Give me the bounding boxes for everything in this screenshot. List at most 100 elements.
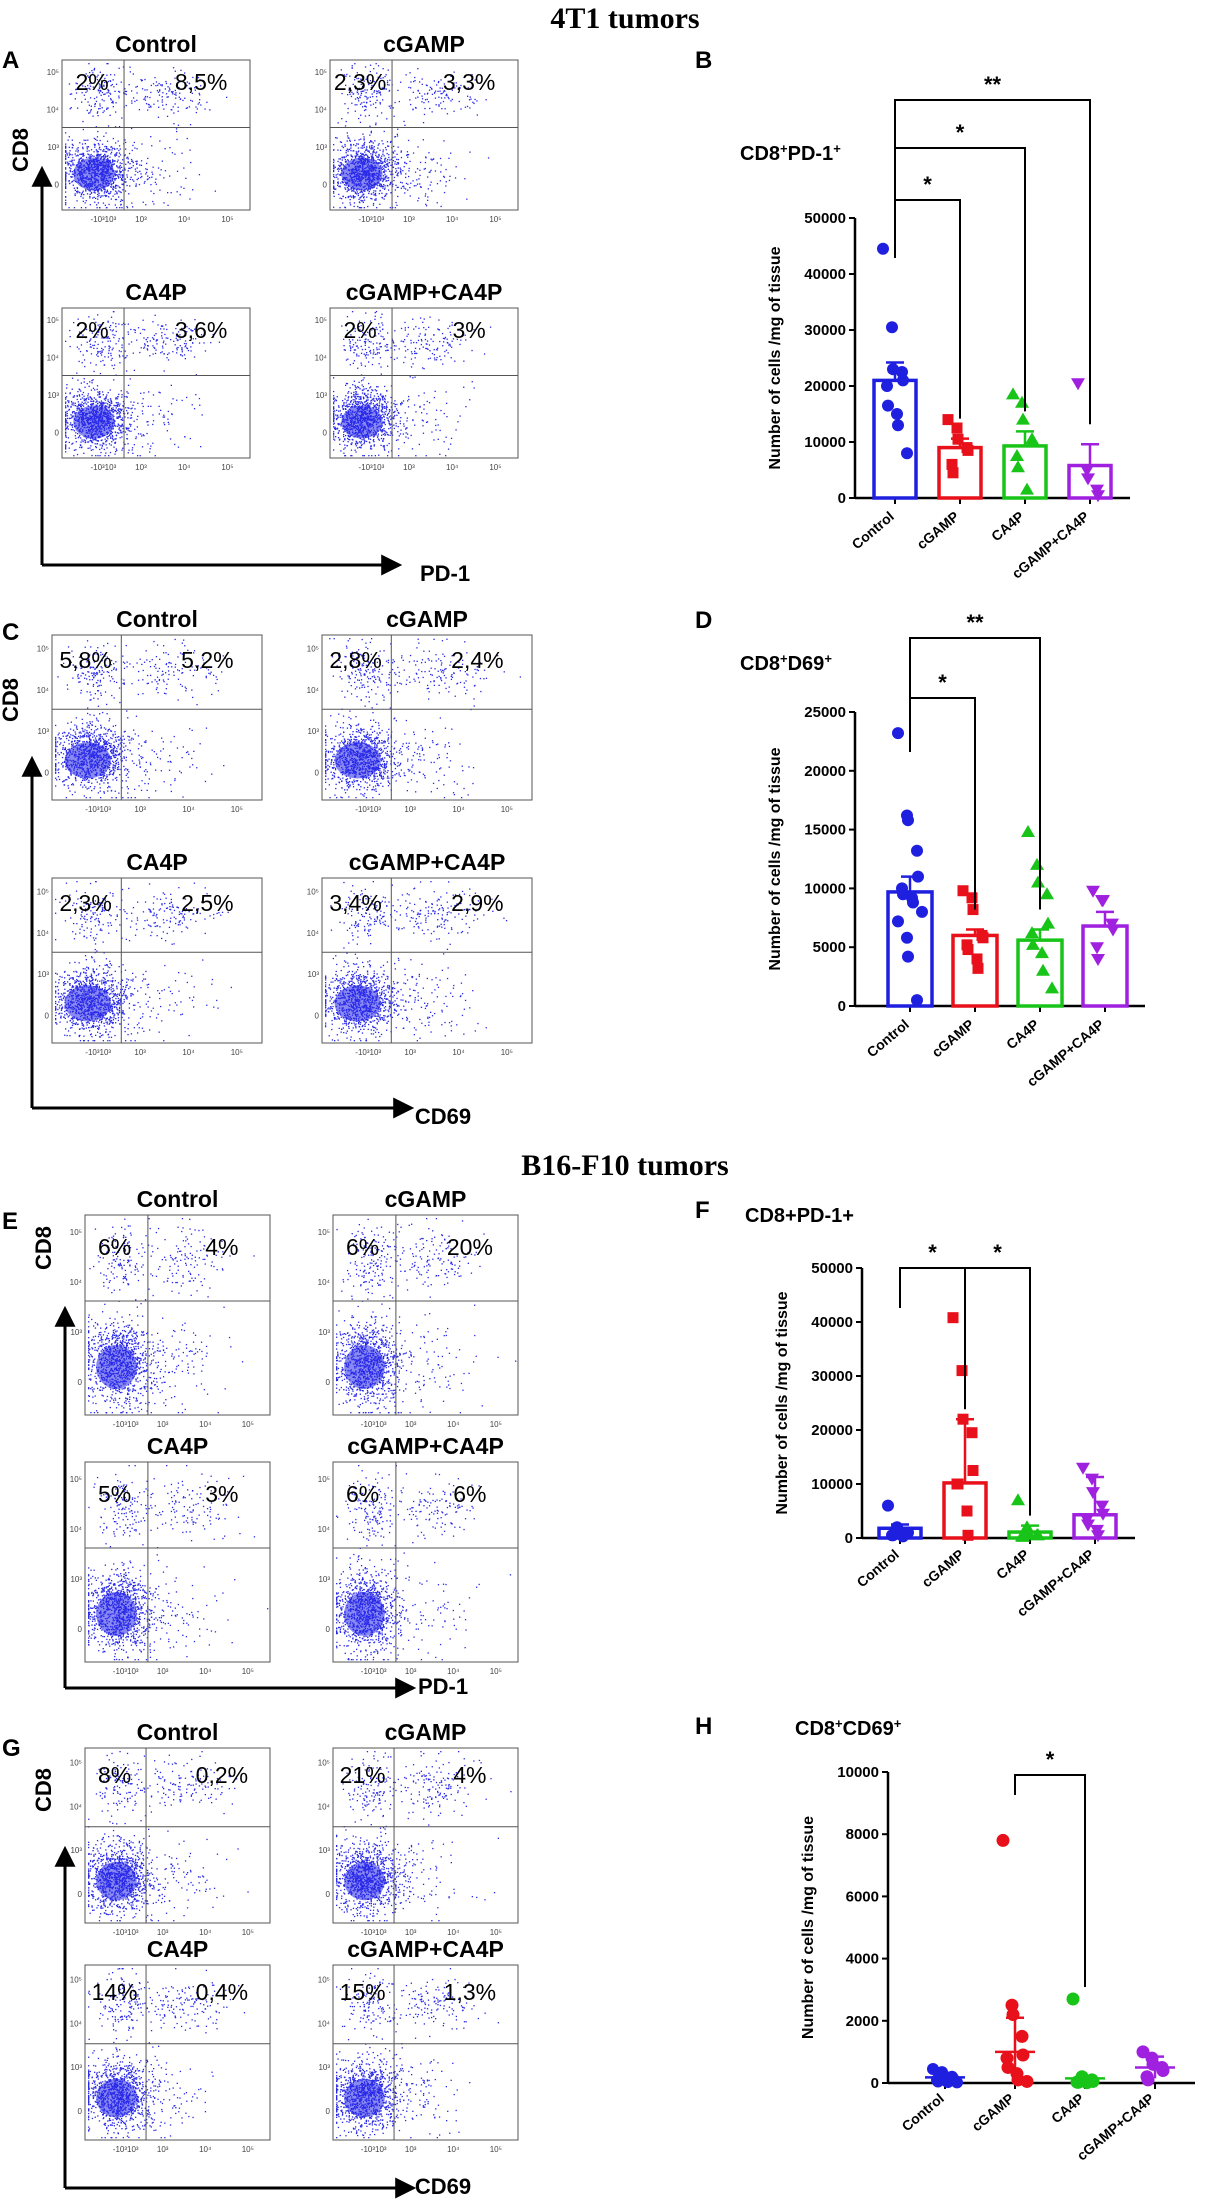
chart-title: CD8+PD-1+	[740, 141, 841, 166]
data-point	[1020, 2074, 1034, 2088]
y-axis-label-cd8: CD8	[8, 128, 33, 172]
data-point	[1096, 895, 1110, 908]
svg-text:10⁴: 10⁴	[178, 463, 191, 472]
chart-D: D CD8+D69+ 0 5000 10000 15000 20000 25000 Number…	[695, 607, 1145, 1090]
plot-frame	[84, 1214, 271, 1416]
x-tick-label: cGAMP+CA4P	[1074, 2090, 1157, 2164]
y-tick-label: 2000	[846, 2013, 879, 2030]
data-point	[1020, 482, 1034, 495]
data-point	[1156, 2064, 1170, 2078]
x-axis-label-marker: CD69	[415, 1104, 471, 1129]
flow-axes-E: CD8 PD-1	[31, 1226, 468, 1699]
x-tick-label: Control	[864, 1016, 912, 1060]
right-quadrant-percent: 3,6%	[175, 317, 227, 343]
data-point	[1080, 2076, 1094, 2090]
left-quadrant-percent: 2%	[343, 317, 376, 343]
left-quadrant-percent: 2,3%	[59, 890, 111, 916]
panel-letter-C: C	[2, 619, 19, 646]
density-core	[73, 157, 115, 191]
plot-frame	[61, 307, 251, 459]
plot-frame	[321, 634, 533, 801]
left-quadrant-percent: 2%	[75, 317, 108, 343]
svg-text:-10³10³: -10³10³	[90, 215, 116, 224]
chart-H: H CD8+CD69+ 0 2000 4000 6000 8000 10000 Number o…	[695, 1713, 1195, 2164]
significance-bracket: **	[894, 72, 1091, 425]
density-core	[73, 405, 115, 439]
data-point	[1035, 946, 1049, 959]
data-point	[1041, 916, 1055, 929]
data-point	[907, 896, 919, 909]
y-tick-label: 30000	[804, 322, 846, 339]
right-quadrant-percent: 2,5%	[181, 890, 233, 916]
svg-text:10³: 10³	[403, 215, 415, 224]
data-point	[966, 892, 978, 904]
left-quadrant-percent: 5%	[98, 1481, 131, 1507]
chart-title: CD8+D69+	[740, 651, 832, 676]
flow-plot-title: CA4P	[147, 1936, 208, 1962]
data-point	[1016, 2048, 1030, 2062]
svg-text:10⁵: 10⁵	[47, 68, 59, 77]
data-point	[887, 1529, 899, 1542]
flow-axes-A: CD8 PD-1	[8, 128, 470, 586]
data-point	[932, 2075, 944, 2088]
plot-frame	[329, 307, 519, 459]
panel-letter-H: H	[695, 1713, 712, 1740]
data-point	[1095, 1500, 1109, 1513]
plot-frame	[84, 1964, 271, 2141]
data-point	[911, 994, 923, 1007]
y-tick-label: 50000	[811, 1260, 853, 1277]
y-axis-label: Number of cells /mg of tissue	[800, 1816, 817, 2039]
data-point	[1020, 1520, 1034, 1533]
significance-label: *	[993, 1240, 1002, 1265]
significance-label: *	[928, 1240, 937, 1265]
data-point	[1081, 473, 1095, 486]
data-point	[897, 374, 909, 387]
left-quadrant-percent: 21%	[340, 1762, 386, 1788]
y-tick-label: 0	[845, 1530, 853, 1547]
data-point	[1091, 953, 1105, 966]
y-tick-label: 6000	[846, 1888, 879, 1905]
data-point	[962, 444, 974, 456]
right-quadrant-percent: 20%	[447, 1234, 493, 1260]
svg-text:10⁵: 10⁵	[221, 215, 233, 224]
left-quadrant-percent: 6%	[98, 1234, 131, 1260]
data-point	[1026, 937, 1040, 950]
data-point	[897, 1530, 909, 1543]
y-tick-label: 10000	[804, 880, 846, 897]
significance-label: *	[923, 172, 932, 197]
panel-letter-G: G	[2, 1735, 21, 1762]
density-core	[64, 985, 111, 1022]
left-quadrant-percent: 2,3%	[334, 69, 386, 95]
data-point	[1066, 1992, 1080, 2006]
y-tick-label: 20000	[811, 1422, 853, 1439]
series-control: Control	[854, 1499, 923, 1590]
data-point	[967, 1465, 979, 1476]
data-point	[1076, 1462, 1090, 1475]
right-quadrant-percent: 3%	[452, 317, 485, 343]
y-tick-label: 20000	[804, 763, 846, 780]
plot-frame	[332, 1461, 519, 1663]
data-point	[962, 1529, 974, 1541]
flow-plot-title: Control	[137, 1186, 219, 1212]
left-quadrant-percent: 8%	[98, 1762, 131, 1788]
data-point	[1071, 378, 1085, 391]
flow-plot-title: Control	[137, 1719, 219, 1745]
density-core	[344, 1345, 385, 1389]
y-tick-label: 0	[838, 490, 846, 507]
series-cgamp-ca4p: cGAMP+CA4P	[1074, 2045, 1175, 2164]
flow-plot-title: cGAMP+CA4P	[346, 279, 503, 305]
density-core	[341, 157, 383, 191]
y-tick-label: 8000	[846, 1826, 879, 1843]
density-core	[64, 742, 111, 779]
